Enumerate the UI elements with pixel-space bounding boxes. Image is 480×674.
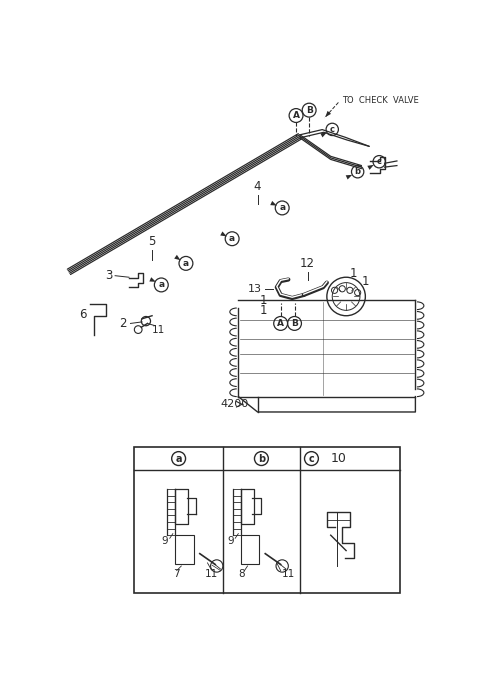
Bar <box>175 535 193 564</box>
Polygon shape <box>367 165 374 170</box>
Polygon shape <box>174 255 180 260</box>
Text: 10: 10 <box>330 452 347 465</box>
Text: b: b <box>258 454 265 464</box>
Text: 1: 1 <box>260 304 267 317</box>
Text: 11: 11 <box>282 569 295 579</box>
Text: 9: 9 <box>162 537 168 547</box>
Text: 9: 9 <box>228 537 234 547</box>
Text: c: c <box>377 157 382 166</box>
Text: 8: 8 <box>238 569 245 579</box>
Text: c: c <box>330 125 335 134</box>
Text: b: b <box>355 167 360 176</box>
Bar <box>240 535 259 564</box>
Text: 6: 6 <box>79 308 86 321</box>
Bar <box>134 448 400 593</box>
Text: c: c <box>309 454 314 464</box>
Text: 7: 7 <box>173 569 180 579</box>
Text: 11: 11 <box>205 569 218 579</box>
Text: 1: 1 <box>260 294 267 307</box>
Text: a: a <box>158 280 164 289</box>
Polygon shape <box>220 231 227 237</box>
Text: 1: 1 <box>350 267 358 280</box>
Text: 13: 13 <box>248 284 262 294</box>
Polygon shape <box>149 277 156 282</box>
Polygon shape <box>320 133 327 137</box>
Text: TO  CHECK  VALVE: TO CHECK VALVE <box>342 96 419 104</box>
Polygon shape <box>346 175 352 179</box>
Text: 11: 11 <box>152 325 165 334</box>
Text: a: a <box>279 204 285 212</box>
Text: B: B <box>306 106 312 115</box>
Text: a: a <box>183 259 189 268</box>
Text: a: a <box>175 454 182 464</box>
Text: 12: 12 <box>300 257 315 270</box>
Text: A: A <box>277 319 284 328</box>
Text: 2: 2 <box>119 317 127 330</box>
Text: 3: 3 <box>105 269 113 282</box>
Text: 4: 4 <box>254 179 261 193</box>
Text: B: B <box>291 319 298 328</box>
Text: 5: 5 <box>148 235 156 248</box>
Polygon shape <box>325 111 331 117</box>
Text: 1: 1 <box>361 274 369 288</box>
Polygon shape <box>270 201 277 206</box>
Text: A: A <box>292 111 300 120</box>
Text: a: a <box>229 235 235 243</box>
Text: 4200: 4200 <box>221 399 249 409</box>
